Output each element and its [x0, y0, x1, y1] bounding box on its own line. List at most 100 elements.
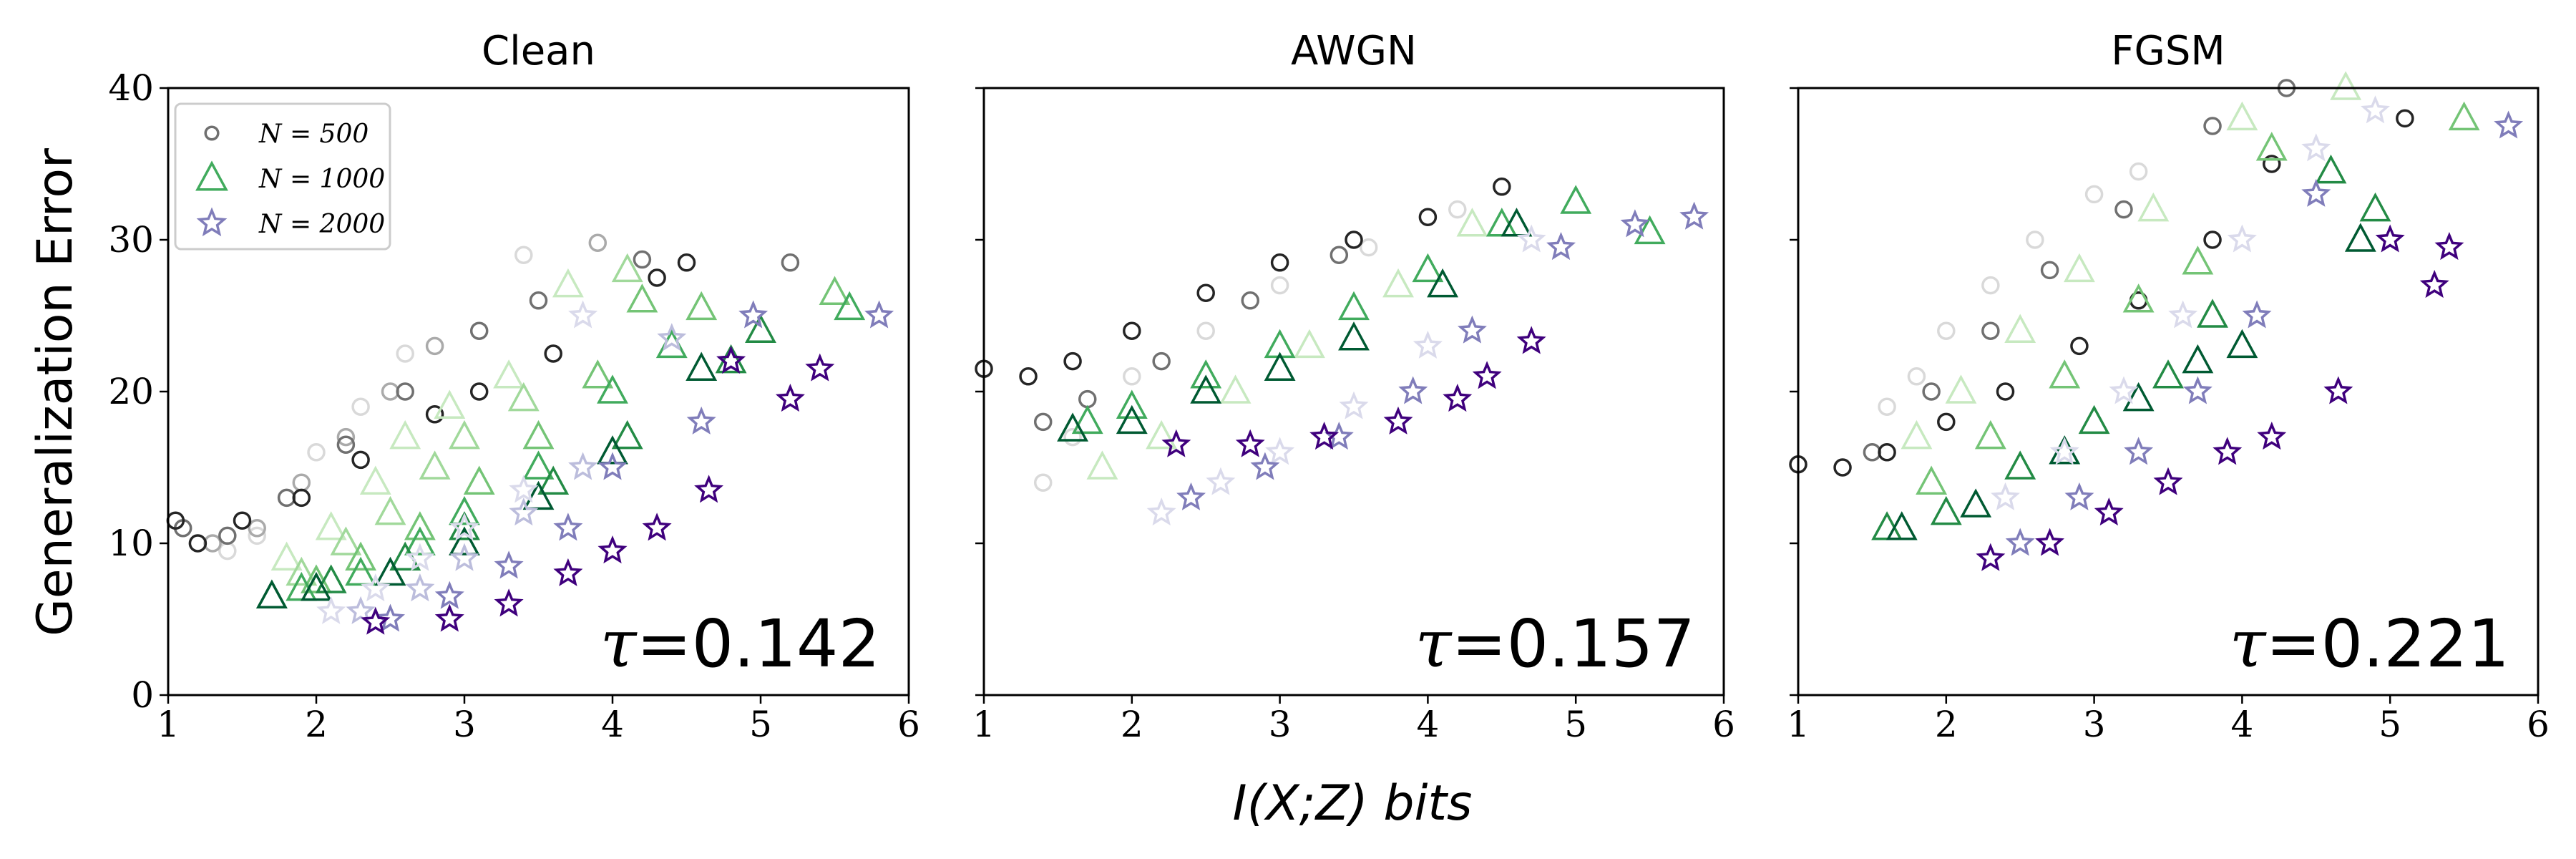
legend-label: N = 1000	[258, 165, 385, 194]
star-marker	[2494, 110, 2524, 139]
series-circle	[975, 178, 1511, 492]
series-triangle	[1871, 71, 2480, 540]
star-marker	[2242, 300, 2272, 329]
y-tick-label: 20	[108, 371, 154, 412]
circle-marker	[1196, 283, 1215, 302]
circle-marker	[351, 450, 370, 470]
triangle-marker	[611, 419, 643, 450]
x-tick-label: 1	[1787, 704, 1810, 745]
triangle-marker	[449, 419, 480, 450]
circle-marker	[336, 435, 356, 454]
series-star	[316, 300, 894, 635]
star-marker	[2064, 482, 2094, 510]
star-marker	[738, 300, 769, 329]
star-marker	[1265, 437, 1295, 465]
tau-value: =0.157	[1452, 606, 1695, 682]
star-marker	[568, 300, 598, 329]
series-triangle	[1057, 185, 1666, 480]
panel-awgn: AWGN 1 2 3 4 5 6 τ=0.157	[972, 28, 1735, 745]
star-marker	[1443, 384, 1473, 412]
star-marker	[2375, 224, 2405, 253]
triangle-marker	[2448, 101, 2480, 131]
triangle-marker	[597, 374, 628, 404]
circle-marker	[1270, 276, 1289, 295]
circle-marker	[1996, 382, 2015, 401]
triangle-marker	[715, 344, 747, 374]
y-axis-label: Generalization Error	[27, 148, 84, 636]
tau-symbol: τ	[2230, 606, 2268, 682]
star-marker	[1991, 482, 2021, 510]
circle-marker	[277, 488, 296, 508]
triangle-marker	[2226, 101, 2258, 131]
triangle-marker	[404, 511, 436, 540]
circle-marker	[1981, 276, 2000, 295]
triangle-marker	[1501, 208, 1533, 237]
legend-label: N = 2000	[258, 210, 385, 239]
triangle-marker	[315, 564, 347, 593]
star-marker	[405, 573, 435, 602]
circle-marker	[1922, 382, 1941, 401]
circle-marker	[351, 397, 370, 416]
triangle-marker	[2182, 246, 2214, 275]
triangle-marker	[1382, 268, 1414, 298]
circle-marker	[2203, 117, 2222, 135]
panel-title: AWGN	[1291, 28, 1417, 74]
circle-marker	[292, 473, 311, 492]
triangle-marker	[434, 389, 466, 419]
circle-marker	[1330, 246, 1349, 264]
circle-marker	[2114, 200, 2133, 219]
star-marker	[2005, 528, 2035, 556]
circle-marker	[544, 344, 562, 363]
x-tick-label: 3	[453, 704, 476, 745]
circle-marker	[396, 382, 414, 401]
x-tick-label: 5	[2379, 704, 2401, 745]
panel-clean: Clean 1 2 3 4 5 6 0 10 20 30 40 τ=0.142	[108, 28, 920, 745]
series-circle	[1789, 79, 2414, 477]
circle-marker	[781, 253, 800, 272]
star-marker	[2182, 376, 2212, 404]
panel-title: Clean	[482, 28, 595, 74]
triangle-marker	[255, 579, 288, 608]
legend-label: N = 500	[258, 120, 369, 149]
triangle-marker	[2137, 192, 2170, 222]
star-marker	[775, 384, 805, 412]
panel-title: FGSM	[2111, 28, 2225, 74]
triangle-marker	[552, 268, 584, 298]
star-marker	[2049, 437, 2079, 465]
y-tick-label: 10	[108, 523, 154, 564]
star-marker	[316, 596, 346, 624]
circle-marker	[633, 250, 652, 269]
star-marker	[1309, 422, 1340, 450]
triangle-marker	[1338, 321, 1370, 351]
star-marker	[1146, 498, 1176, 526]
triangle-marker	[537, 465, 570, 495]
x-tick-label: 2	[1935, 704, 1958, 745]
circle-marker	[1878, 443, 1896, 462]
triangle-marker	[1974, 419, 2006, 450]
circle-marker	[1063, 427, 1082, 447]
star-marker	[2153, 467, 2183, 495]
star-marker	[494, 550, 524, 579]
star-marker	[1235, 429, 1265, 457]
circle-marker	[2129, 162, 2148, 181]
triangle-marker	[2004, 450, 2036, 480]
star-marker	[1516, 224, 1546, 253]
circle-marker	[425, 336, 444, 356]
star-marker	[1516, 326, 1546, 354]
circle-marker	[1196, 321, 1215, 340]
star-marker	[805, 353, 835, 382]
triangle-marker	[522, 480, 555, 510]
star-marker	[361, 606, 391, 635]
star-marker	[2301, 178, 2331, 207]
triangle-marker	[2049, 359, 2081, 389]
triangle-marker	[1634, 215, 1666, 245]
circle-marker	[1359, 238, 1378, 257]
triangle-marker	[286, 556, 318, 586]
star-marker	[2227, 224, 2257, 253]
triangle-marker	[419, 450, 451, 480]
circle-marker	[1078, 389, 1097, 409]
circle-marker	[2084, 185, 2104, 204]
circle-marker	[2070, 336, 2089, 356]
circle-marker	[1345, 230, 1363, 249]
triangle-marker	[1116, 404, 1148, 435]
